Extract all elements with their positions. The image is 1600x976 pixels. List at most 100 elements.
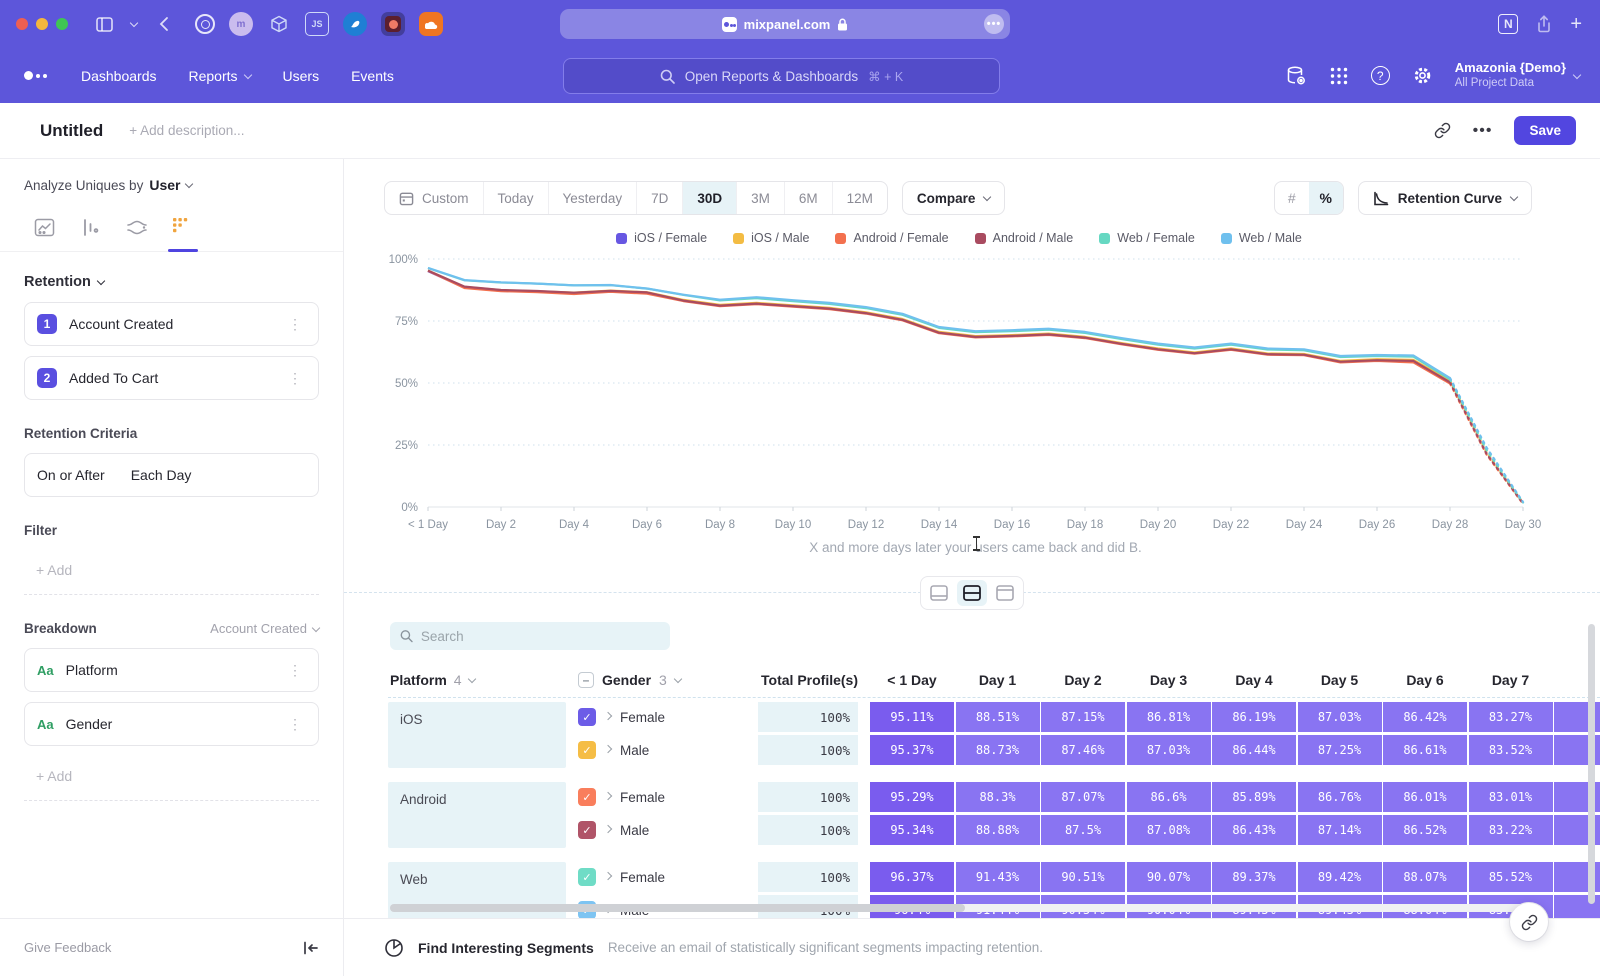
retention-value-cell[interactable]: 88.88% <box>955 815 1040 845</box>
platform-cell[interactable]: Android <box>388 782 566 848</box>
date-range-6m[interactable]: 6M <box>785 182 833 214</box>
retention-value-cell[interactable]: 83.52% <box>1468 735 1553 765</box>
row-checkbox[interactable]: ✓ <box>578 821 596 839</box>
day-column-header[interactable]: Day 6 <box>1406 671 1444 688</box>
save-button[interactable]: Save <box>1514 116 1576 145</box>
retention-value-cell[interactable]: 88.3% <box>955 782 1040 812</box>
nav-item-dashboards[interactable]: Dashboards <box>81 67 157 84</box>
split-view-button[interactable] <box>957 580 987 606</box>
retention-value-cell[interactable]: 83.22% <box>1468 815 1553 845</box>
date-range-30d[interactable]: 30D <box>683 182 738 214</box>
legend-item[interactable]: Android / Female <box>835 231 949 245</box>
nav-item-events[interactable]: Events <box>351 67 394 84</box>
step-event-name[interactable]: Account Created <box>69 316 174 332</box>
expand-row-icon[interactable] <box>603 711 613 721</box>
retention-step-card[interactable]: 2 Added To Cart ⋮ <box>24 356 319 400</box>
table-search[interactable] <box>390 622 670 650</box>
retention-value-cell[interactable]: 91.43% <box>955 862 1040 892</box>
retention-value-cell[interactable]: 87.46% <box>1041 735 1125 765</box>
expand-row-icon[interactable] <box>603 744 613 754</box>
date-range-3m[interactable]: 3M <box>737 182 785 214</box>
retention-value-cell[interactable]: 85.89% <box>1212 782 1296 812</box>
retention-value-cell[interactable]: 95.11% <box>870 702 954 732</box>
platform-column-header[interactable]: Platform 4 <box>388 672 566 688</box>
day-column-header[interactable]: < 1 Day <box>887 671 937 688</box>
analyze-value-dropdown[interactable]: User <box>149 177 181 193</box>
series-line-projected[interactable] <box>1448 381 1525 505</box>
day-column-header[interactable]: Day 4 <box>1235 671 1273 688</box>
share-icon[interactable] <box>1536 15 1552 33</box>
retention-value-cell[interactable]: 87.03% <box>1126 735 1211 765</box>
count-mode-button[interactable]: # <box>1287 190 1296 206</box>
breakdown-property-name[interactable]: Platform <box>65 662 118 678</box>
close-window-icon[interactable] <box>16 18 28 30</box>
series-line[interactable] <box>427 266 1451 379</box>
horizontal-scrollbar[interactable] <box>390 904 1540 912</box>
mixpanel-logo-icon[interactable] <box>24 71 47 80</box>
nav-item-reports[interactable]: Reports <box>189 68 252 84</box>
gender-cell[interactable]: ✓ Male <box>578 741 756 759</box>
chart-only-view-button[interactable] <box>924 580 954 606</box>
extension-notes-icon[interactable] <box>381 12 405 36</box>
day-column-header[interactable]: Day 2 <box>1064 671 1102 688</box>
kebab-menu-icon[interactable]: ⋮ <box>288 369 302 386</box>
tab-insights[interactable] <box>34 217 56 239</box>
kebab-menu-icon[interactable]: ⋮ <box>288 661 302 678</box>
table-search-input[interactable] <box>420 628 660 644</box>
retention-value-cell[interactable]: 86.43% <box>1212 815 1296 845</box>
retention-step-card[interactable]: 1 Account Created ⋮ <box>24 302 319 346</box>
add-filter-button[interactable]: + Add <box>24 550 319 595</box>
copy-link-icon[interactable] <box>1434 122 1451 139</box>
date-range-today[interactable]: Today <box>484 182 549 214</box>
day-column-header[interactable]: Day 5 <box>1320 671 1359 688</box>
breakdown-card[interactable]: Aa Gender ⋮ <box>24 702 319 746</box>
add-breakdown-button[interactable]: + Add <box>24 756 319 801</box>
retention-value-cell[interactable]: 87.03% <box>1297 702 1382 732</box>
new-tab-icon[interactable]: + <box>1570 13 1582 35</box>
tab-flows[interactable] <box>126 217 148 239</box>
legend-item[interactable]: iOS / Female <box>616 231 707 245</box>
retention-value-cell[interactable]: 86.01% <box>1383 782 1467 812</box>
retention-value-cell[interactable]: 83.01% <box>1468 782 1553 812</box>
settings-gear-icon[interactable] <box>1412 65 1433 86</box>
row-checkbox[interactable]: ✓ <box>578 741 596 759</box>
retention-value-cell[interactable]: 87.08% <box>1126 815 1211 845</box>
legend-item[interactable]: Android / Male <box>974 231 1073 245</box>
tab-retention[interactable] <box>168 217 198 252</box>
date-range-custom[interactable]: Custom <box>385 182 484 214</box>
horizontal-scrollbar-thumb[interactable] <box>390 904 965 912</box>
gender-cell[interactable]: ✓ Female <box>578 708 756 726</box>
extension-js-icon[interactable]: JS <box>305 12 329 36</box>
date-range-12m[interactable]: 12M <box>846 190 873 206</box>
add-description-button[interactable]: + Add description... <box>129 123 245 138</box>
share-link-fab[interactable] <box>1510 903 1548 941</box>
retention-value-cell[interactable]: 89.42% <box>1297 862 1382 892</box>
series-line-projected[interactable] <box>1448 376 1525 504</box>
data-management-icon[interactable] <box>1285 65 1307 87</box>
kebab-menu-icon[interactable]: ⋮ <box>288 315 302 332</box>
global-search-button[interactable]: Open Reports & Dashboards ⌘ + K <box>563 58 1000 94</box>
site-options-icon[interactable]: ••• <box>984 14 1004 34</box>
retention-section-heading[interactable]: Retention <box>24 274 319 290</box>
retention-value-cell[interactable]: 96.37% <box>870 862 954 892</box>
retention-value-cell[interactable]: 90.07% <box>1126 862 1211 892</box>
segments-title[interactable]: Find Interesting Segments <box>418 939 594 956</box>
kebab-menu-icon[interactable]: ⋮ <box>288 715 302 732</box>
day-column-header[interactable]: Day 3 <box>1149 671 1188 688</box>
help-icon[interactable]: ? <box>1370 66 1390 85</box>
compare-button[interactable]: Compare <box>901 181 1006 215</box>
expand-row-icon[interactable] <box>603 791 613 801</box>
back-icon[interactable] <box>159 16 169 32</box>
retention-value-cell[interactable]: 86.44% <box>1212 735 1296 765</box>
browser-sidebar-icon[interactable] <box>96 16 113 32</box>
project-switcher[interactable]: Amazonia {Demo} All Project Data <box>1455 60 1582 91</box>
more-options-icon[interactable]: ••• <box>1472 121 1493 139</box>
retention-value-cell[interactable]: 87.5% <box>1041 815 1125 845</box>
row-checkbox[interactable]: ✓ <box>578 708 596 726</box>
retention-value-cell[interactable]: 87.25% <box>1297 735 1382 765</box>
gender-cell[interactable]: ✓ Female <box>578 788 756 806</box>
day-column-header[interactable]: Day 7 <box>1491 671 1530 688</box>
retention-value-cell[interactable]: 87.07% <box>1041 782 1125 812</box>
chevron-down-icon[interactable] <box>129 18 139 28</box>
retention-value-cell[interactable]: 86.61% <box>1383 735 1467 765</box>
